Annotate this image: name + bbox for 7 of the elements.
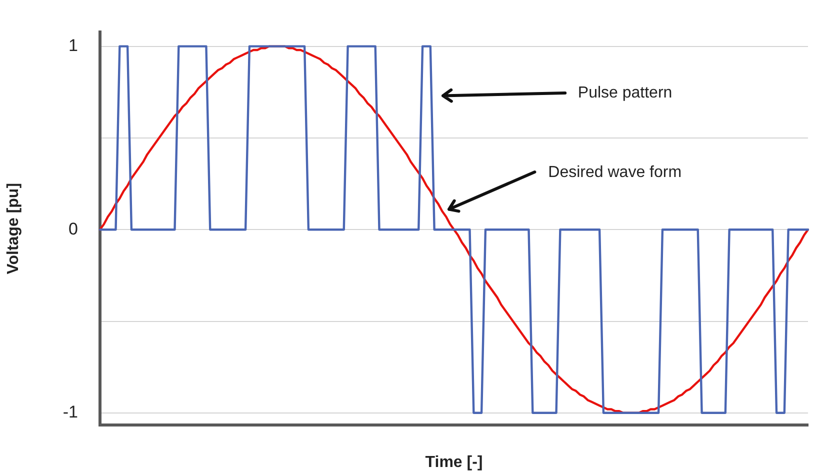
y-axis-title: Voltage [pu] xyxy=(5,182,22,274)
y-tick-label: -1 xyxy=(62,402,78,422)
x-axis-title: Time [-] xyxy=(425,454,483,471)
annotation: Pulse pattern xyxy=(578,84,672,102)
y-tick-label: 0 xyxy=(68,219,78,238)
annotation: Desired wave form xyxy=(548,164,682,181)
y-tick-label: 1 xyxy=(68,36,78,55)
